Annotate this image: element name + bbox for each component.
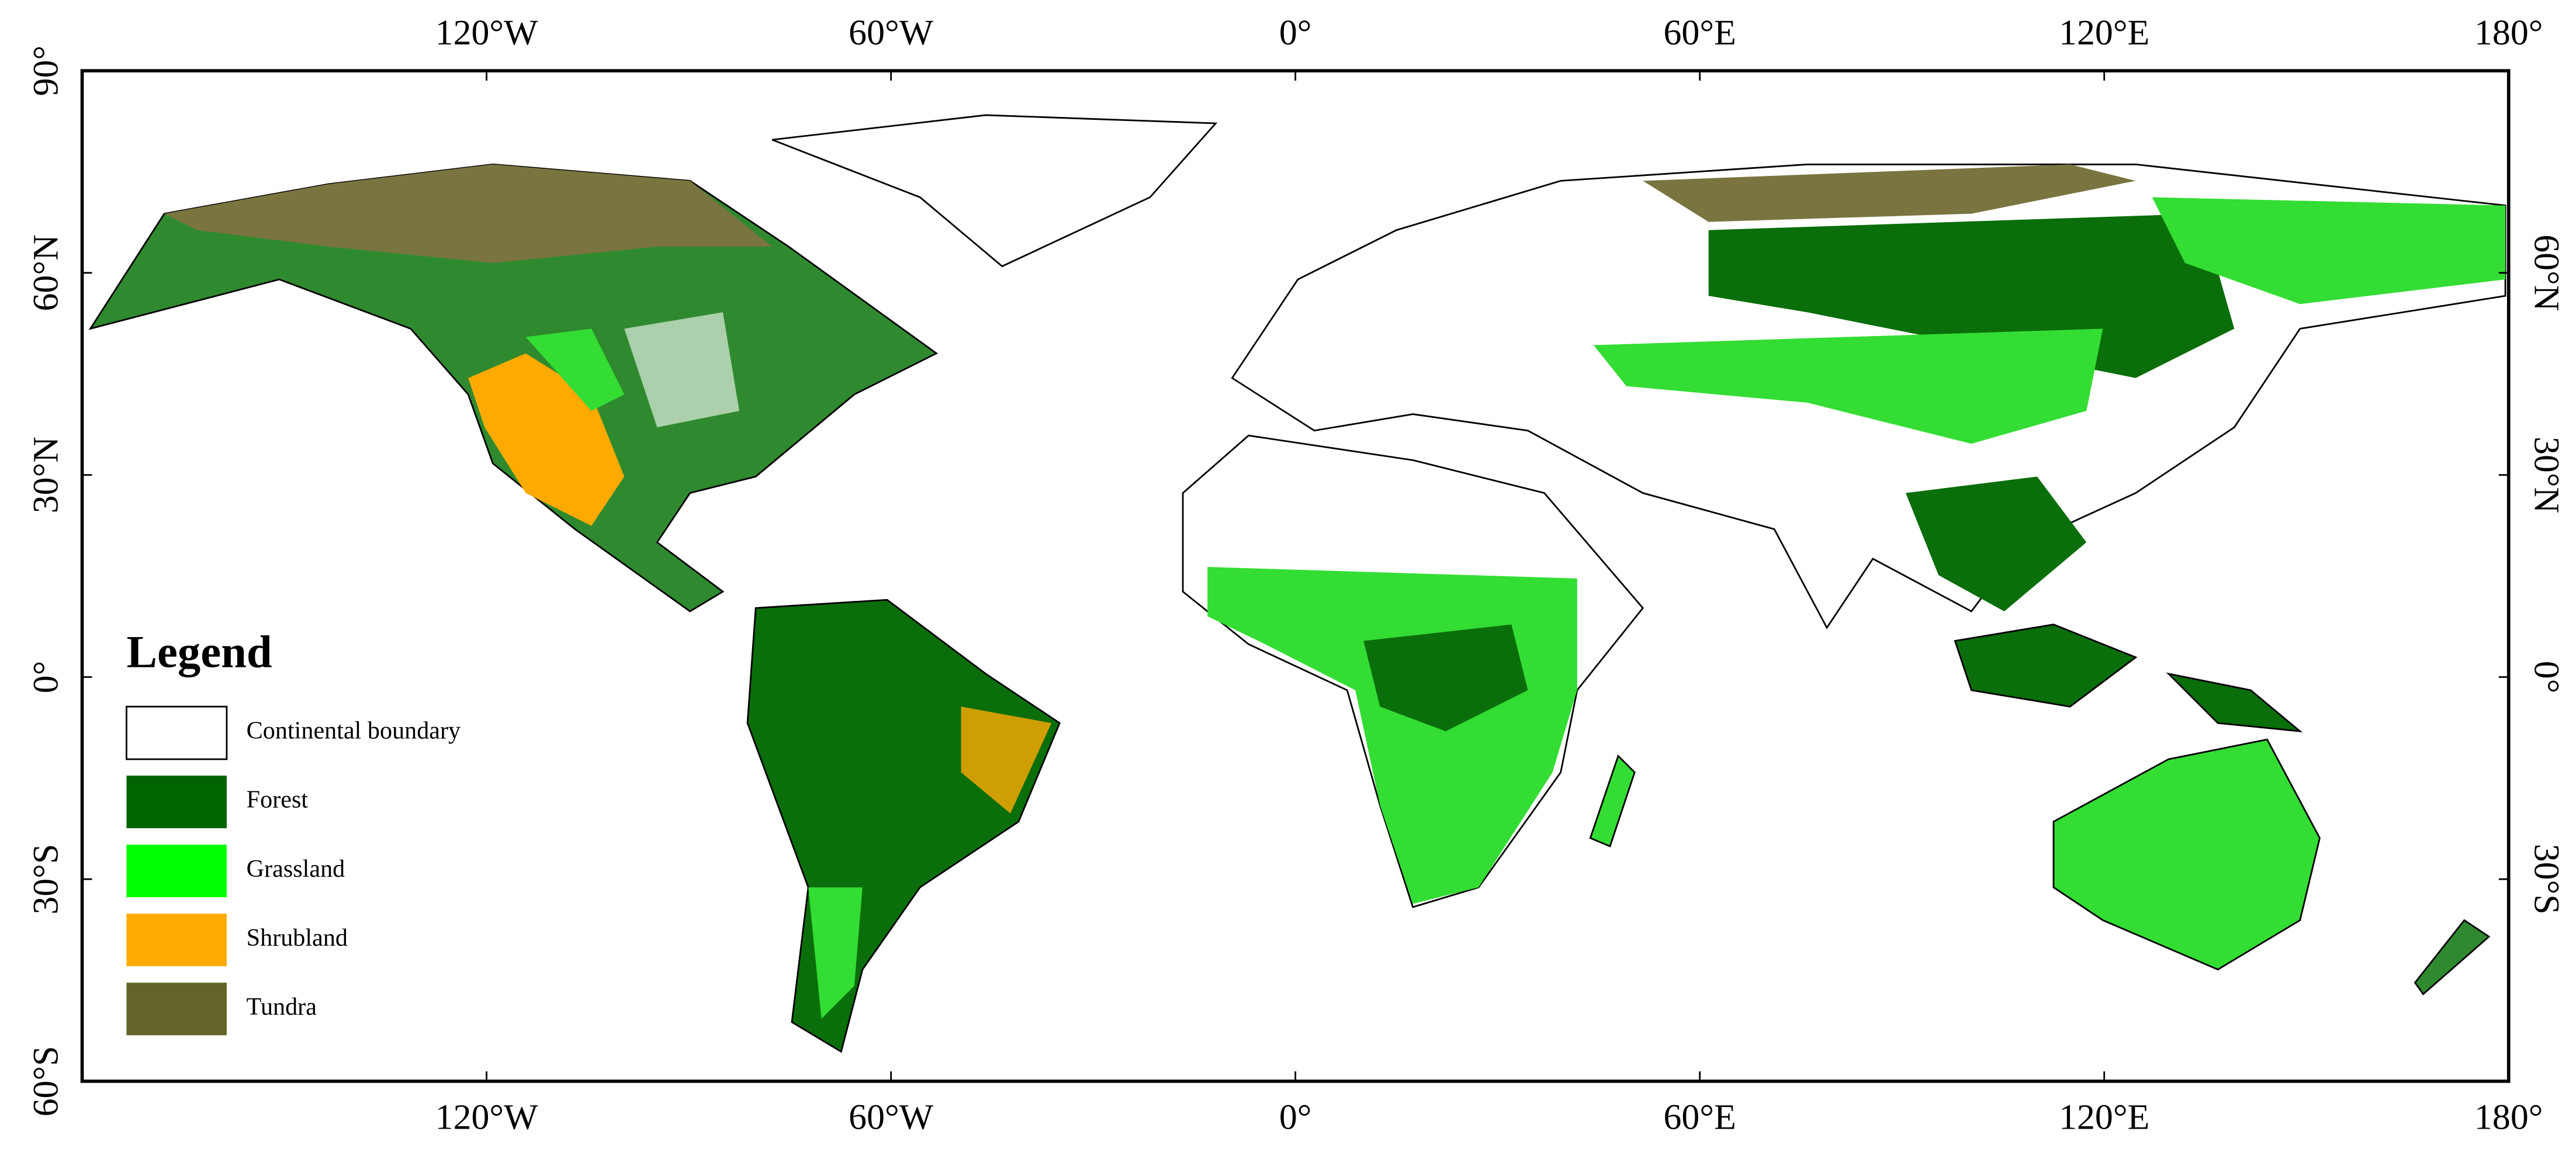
lon-label: 60°E	[1664, 13, 1736, 53]
eurasia-forest	[1708, 213, 2235, 378]
indonesia	[1954, 623, 2138, 708]
eurasia-grass	[1593, 328, 2103, 444]
lon-label: 180°	[2474, 1098, 2543, 1137]
lat-label: 30°S	[26, 844, 66, 915]
legend-label: Forest	[247, 786, 309, 814]
lat-label: 30°N	[2527, 437, 2567, 513]
new-zealand	[2414, 919, 2491, 996]
legend-label: Continental boundary	[247, 717, 461, 745]
lon-label: 120°W	[435, 13, 538, 53]
legend-swatch	[126, 845, 227, 898]
lon-label: 0°	[1279, 1098, 1312, 1137]
lon-label: 60°W	[849, 1098, 934, 1137]
se-asia-forest	[1906, 476, 2087, 611]
legend: Legend Continental boundary Forest Grassla…	[126, 627, 461, 1036]
africa-grass	[1207, 567, 1577, 904]
lon-label: 60°E	[1664, 1098, 1736, 1137]
lon-label: 0°	[1279, 13, 1312, 53]
eurasia-tundra	[1643, 164, 2136, 222]
south-america-grass	[808, 887, 863, 1019]
south-america-shrub	[961, 706, 1052, 814]
greenland	[771, 114, 1218, 268]
lat-label: 60°N	[26, 234, 66, 311]
lon-label: 120°E	[2059, 13, 2149, 53]
legend-swatch	[126, 705, 228, 760]
land-layer	[88, 114, 2506, 1053]
lat-label: 0°	[26, 661, 66, 694]
legend-swatch	[126, 914, 227, 967]
madagascar	[1589, 754, 1636, 847]
lat-label: 60°N	[2527, 234, 2567, 311]
north-america-grassland	[525, 328, 625, 411]
lat-label: 0°	[2527, 661, 2567, 694]
lat-label: 30°S	[2527, 844, 2567, 915]
lat-label: 30°N	[26, 437, 66, 513]
lon-label: 120°E	[2059, 1098, 2149, 1137]
africa-forest	[1363, 624, 1528, 732]
north-america-tundra	[164, 164, 773, 263]
legend-swatch	[126, 776, 227, 829]
legend-label: Shrubland	[247, 924, 348, 952]
lon-label: 120°W	[435, 1098, 538, 1137]
lat-label: 60°S	[26, 1046, 66, 1116]
legend-label: Tundra	[247, 993, 317, 1020]
north-america-open	[624, 312, 740, 428]
legend-label: Grassland	[247, 855, 345, 883]
graticule-labels: 120°W 120°W 60°W 60°W 0° 0° 60°E 60°E 120°E 120°E…	[26, 13, 2567, 1137]
lon-label: 60°W	[849, 13, 934, 53]
legend-title: Legend	[126, 627, 272, 678]
siberia-grass	[2152, 197, 2506, 305]
new-guinea	[2166, 672, 2303, 733]
south-america	[746, 599, 1061, 1053]
legend-swatch	[126, 983, 227, 1036]
australia	[2052, 738, 2321, 971]
lat-label: 90°	[26, 46, 66, 96]
lon-label: 180°	[2474, 13, 2543, 53]
